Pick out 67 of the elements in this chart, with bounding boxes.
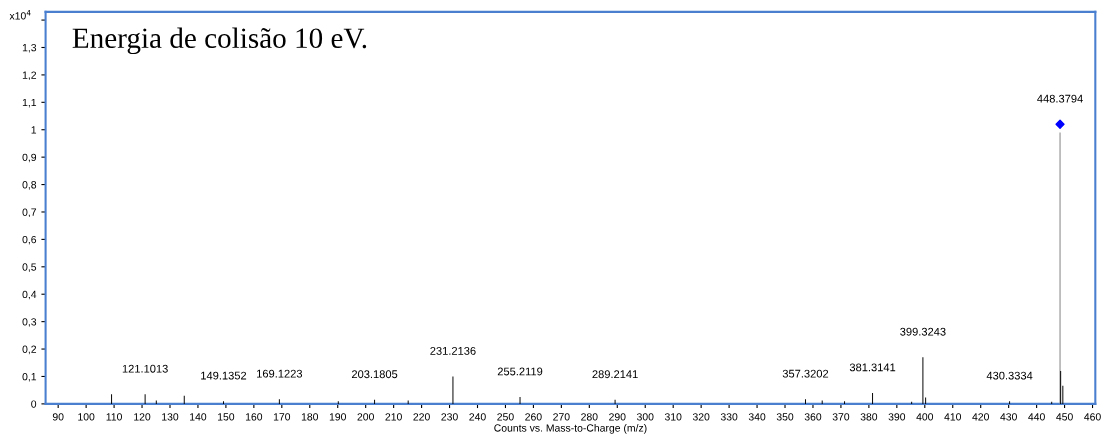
- annotation: 231.2136: [430, 346, 476, 355]
- x-tick-label: 170: [273, 413, 291, 421]
- annotation: 203.1805: [351, 370, 398, 379]
- x-tick-label: 430: [1000, 413, 1017, 421]
- x-tick-label: 380: [860, 413, 878, 421]
- y-tick-label: 0,4: [22, 290, 37, 300]
- x-tick-label: 280: [581, 413, 598, 421]
- annotation: 289.2141: [592, 370, 638, 379]
- x-tick-label: 240: [469, 413, 486, 421]
- annotation: 169.1223: [257, 369, 303, 378]
- y-tick-label: 0,8: [22, 181, 37, 190]
- x-tick-label: 150: [218, 413, 235, 421]
- y-tick-label: 0,1: [22, 372, 37, 382]
- x-tick-label: 100: [78, 413, 95, 421]
- x-tick-label: 160: [245, 413, 263, 421]
- x-tick-label: 400: [916, 413, 934, 421]
- x-tick-label: 370: [832, 413, 850, 421]
- annotation: 430.3334: [986, 371, 1033, 380]
- x-tick-label: 90: [52, 413, 64, 421]
- x-tick-label: 260: [525, 413, 542, 421]
- annotation: 149.1352: [201, 371, 247, 380]
- x-tick-label: 130: [162, 413, 179, 421]
- x-axis-title: Counts vs. Mass-to-Charge (m/z): [494, 424, 647, 434]
- y-tick-label: 1: [31, 126, 37, 134]
- x-tick-label: 350: [776, 413, 794, 421]
- x-tick-label: 140: [190, 413, 207, 421]
- annotation: 399.3243: [900, 327, 946, 336]
- annotation: 448.3794: [1037, 94, 1083, 103]
- y-tick-label: 1,2: [22, 71, 37, 81]
- x-tick-label: 270: [553, 413, 570, 421]
- chart-title: Energia de colisão 10 eV.: [72, 27, 367, 55]
- x-tick-label: 330: [720, 413, 738, 421]
- y-tick-label: 0,2: [22, 345, 37, 355]
- x-tick-label: 250: [497, 413, 514, 421]
- x-tick-label: 310: [664, 413, 682, 421]
- y-tick-label: 0,5: [22, 263, 37, 272]
- x-tick-label: 440: [1028, 413, 1045, 421]
- x-tick-label: 230: [441, 413, 458, 421]
- annotation: 357.3202: [782, 369, 829, 378]
- x-tick-label: 290: [609, 413, 626, 421]
- x-tick-label: 300: [636, 413, 654, 421]
- x-tick-label: 180: [301, 413, 319, 421]
- x-tick-label: 360: [804, 413, 822, 421]
- annotation: 381.3141: [849, 363, 896, 372]
- y-tick-label: 0,6: [22, 235, 37, 245]
- y-axis-title: x10$^{4}$: [9, 10, 31, 20]
- x-tick-label: 390: [888, 413, 906, 421]
- y-tick-label: 0,3: [22, 318, 37, 327]
- x-tick-label: 210: [385, 413, 402, 421]
- x-tick-label: 110: [106, 413, 122, 421]
- x-tick-label: 220: [413, 413, 430, 421]
- x-tick-label: 190: [329, 413, 347, 421]
- y-tick-label: 1,1: [22, 98, 37, 108]
- annotation: 255.2119: [497, 367, 543, 376]
- annotation: 121.1013: [122, 364, 168, 373]
- x-tick-label: 120: [134, 413, 151, 421]
- x-tick-label: 200: [357, 413, 374, 421]
- x-tick-label: 450: [1056, 413, 1073, 421]
- y-tick-label: 0,7: [22, 208, 37, 218]
- y-tick-label: 1,3: [22, 43, 37, 53]
- x-tick-label: 460: [1084, 413, 1101, 421]
- x-tick-label: 320: [692, 413, 710, 421]
- x-tick-label: 420: [972, 413, 989, 421]
- y-tick-label: 0: [31, 400, 37, 408]
- x-tick-label: 340: [748, 413, 766, 421]
- x-tick-label: 410: [944, 413, 962, 421]
- y-tick-label: 0,9: [22, 153, 37, 163]
